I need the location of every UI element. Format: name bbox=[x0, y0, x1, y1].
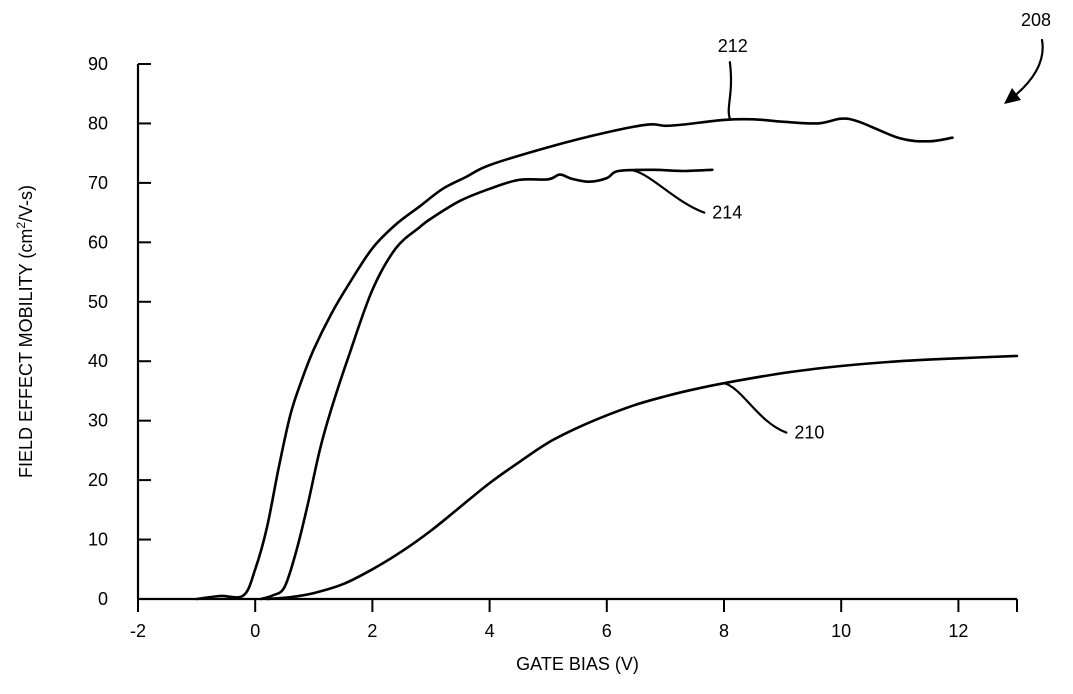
figure-arrowhead bbox=[1004, 88, 1021, 104]
y-axis-title-superscript: 2 bbox=[14, 222, 28, 229]
x-tick-label: 0 bbox=[250, 621, 260, 641]
y-tick-label: 20 bbox=[88, 470, 108, 490]
x-tick-label: -2 bbox=[130, 621, 146, 641]
y-tick-label: 10 bbox=[88, 530, 108, 550]
figure-arrow bbox=[1010, 38, 1044, 100]
x-tick-label: 6 bbox=[602, 621, 612, 641]
series-lines bbox=[195, 117, 1019, 601]
figure-label-208: 208 bbox=[1021, 10, 1051, 30]
y-tick-label: 80 bbox=[88, 113, 108, 133]
y-axis-title: FIELD EFFECT MOBILITY (cm2/V-s) bbox=[14, 185, 36, 478]
reference-label-214: 214 bbox=[712, 203, 742, 223]
series-line-214 bbox=[259, 168, 714, 601]
reference-label-210: 210 bbox=[794, 423, 824, 443]
ticks: 0 10 20 30 40 50 60 70 80 90 -2 0 2 4 6 8 10 12 bbox=[88, 54, 1018, 641]
y-tick-label: 90 bbox=[88, 54, 108, 74]
y-tick-label: 40 bbox=[88, 351, 108, 371]
reference-label-212: 212 bbox=[718, 36, 748, 56]
y-tick-label: 60 bbox=[88, 232, 108, 252]
x-tick-label: 10 bbox=[831, 621, 851, 641]
leader-line-212 bbox=[727, 61, 733, 120]
leader-line-214 bbox=[632, 169, 706, 214]
y-axis-title-main: FIELD EFFECT MOBILITY (cm bbox=[16, 229, 36, 478]
x-axis-title: GATE BIAS (V) bbox=[516, 654, 639, 674]
y-axis-title-unit: /V-s) bbox=[16, 185, 36, 222]
y-tick-label: 30 bbox=[88, 411, 108, 431]
x-tick-label: 2 bbox=[367, 621, 377, 641]
y-tick-label: 50 bbox=[88, 292, 108, 312]
y-tick-label: 0 bbox=[98, 589, 108, 609]
annotations: 212 214 210 bbox=[632, 36, 824, 443]
leader-line-210 bbox=[722, 382, 788, 434]
x-tick-label: 4 bbox=[485, 621, 495, 641]
x-tick-label: 12 bbox=[948, 621, 968, 641]
x-tick-label: 8 bbox=[719, 621, 729, 641]
series-line-212 bbox=[195, 117, 954, 601]
series-line-210 bbox=[265, 354, 1019, 601]
y-tick-label: 70 bbox=[88, 173, 108, 193]
